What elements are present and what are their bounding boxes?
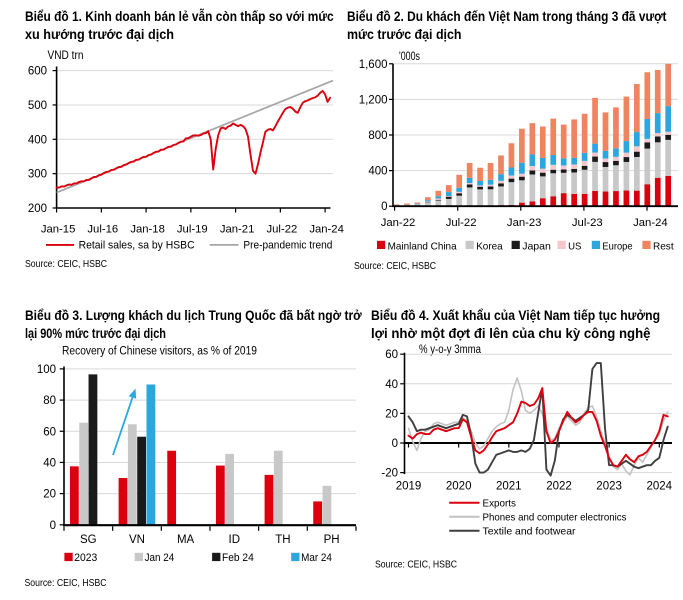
svg-text:-20: -20 [381, 468, 398, 480]
svg-text:% y-o-y 3mma: % y-o-y 3mma [419, 344, 482, 356]
svg-text:SG: SG [80, 534, 97, 546]
svg-text:20: 20 [43, 489, 56, 501]
svg-text:2019: 2019 [396, 481, 422, 493]
svg-text:lại 90% mức trước đại dịch: lại 90% mức trước đại dịch [25, 326, 166, 341]
svg-text:xu hướng trước đại dịch: xu hướng trước đại dịch [25, 27, 174, 42]
svg-text:Korea: Korea [476, 240, 503, 252]
svg-text:2023: 2023 [74, 552, 97, 564]
svg-text:Japan: Japan [522, 240, 551, 252]
svg-text:VND trn: VND trn [48, 50, 84, 62]
svg-text:MA: MA [177, 534, 195, 546]
svg-text:Exports: Exports [483, 497, 516, 509]
svg-text:200: 200 [28, 203, 47, 215]
svg-text:500: 500 [28, 100, 47, 112]
svg-text:lợi nhờ một đợt đi lên của chu: lợi nhờ một đợt đi lên của chu kỳ công n… [371, 326, 651, 341]
svg-text:400: 400 [368, 166, 387, 178]
svg-text:Jan-22: Jan-22 [381, 217, 416, 229]
svg-text:Source: CEIC, HSBC: Source: CEIC, HSBC [25, 258, 107, 270]
svg-text:2022: 2022 [546, 481, 572, 493]
svg-text:2023: 2023 [596, 481, 622, 493]
svg-text:Jan 24: Jan 24 [145, 552, 175, 564]
svg-text:Jan-24: Jan-24 [633, 217, 668, 229]
svg-text:60: 60 [43, 426, 56, 438]
svg-text:Jan-24: Jan-24 [309, 224, 344, 236]
svg-text:0: 0 [50, 520, 56, 532]
svg-text:Europe: Europe [602, 240, 632, 252]
svg-text:Jan-21: Jan-21 [220, 224, 255, 236]
svg-text:2024: 2024 [647, 481, 673, 493]
svg-text:Biểu đồ 4. Xuất khẩu của Việt: Biểu đồ 4. Xuất khẩu của Việt Nam tiếp t… [371, 308, 660, 323]
svg-text:Recovery of Chinese visitors,: Recovery of Chinese visitors, as % of 20… [62, 346, 257, 358]
svg-text:2020: 2020 [446, 481, 472, 493]
svg-text:0: 0 [392, 438, 398, 450]
svg-text:60: 60 [385, 349, 398, 361]
svg-text:VN: VN [129, 534, 145, 546]
svg-text:Jul-19: Jul-19 [177, 224, 208, 236]
svg-text:Retail sales, sa by HSBC: Retail sales, sa by HSBC [79, 240, 195, 252]
svg-text:600: 600 [28, 66, 47, 78]
svg-text:400: 400 [28, 134, 47, 146]
svg-text:Jan-23: Jan-23 [507, 217, 542, 229]
svg-text:Biểu đồ 1. Kinh doanh bán lẻ v: Biểu đồ 1. Kinh doanh bán lẻ vẫn còn thấ… [25, 9, 334, 24]
svg-text:US: US [568, 240, 581, 252]
svg-text:Biểu đồ 3. Lượng khách du lịch: Biểu đồ 3. Lượng khách du lịch Trung Quố… [25, 308, 362, 323]
svg-text:mức trước đại dịch: mức trước đại dịch [347, 27, 462, 42]
svg-text:Jul-22: Jul-22 [446, 217, 477, 229]
svg-text:Jul-22: Jul-22 [267, 224, 298, 236]
svg-text:2021: 2021 [496, 481, 522, 493]
svg-text:Source: CEIC, HSBC: Source: CEIC, HSBC [25, 577, 107, 589]
svg-text:0: 0 [381, 201, 387, 213]
svg-text:1,600: 1,600 [359, 59, 388, 71]
svg-text:Biểu đồ 2. Du khách đến Việt N: Biểu đồ 2. Du khách đến Việt Nam trong t… [347, 9, 667, 24]
svg-text:Source: CEIC, HSBC: Source: CEIC, HSBC [375, 559, 457, 571]
svg-text:Feb 24: Feb 24 [222, 552, 254, 564]
svg-text:Pre-pandemic trend: Pre-pandemic trend [243, 240, 332, 252]
svg-text:Mainland China: Mainland China [388, 240, 457, 252]
svg-text:1,200: 1,200 [359, 94, 388, 106]
svg-text:Jan-15: Jan-15 [41, 224, 76, 236]
svg-text:TH: TH [275, 534, 290, 546]
svg-text:40: 40 [43, 457, 56, 469]
svg-text:100: 100 [37, 364, 56, 376]
svg-text:80: 80 [43, 395, 56, 407]
svg-text:20: 20 [385, 408, 398, 420]
svg-text:ID: ID [229, 534, 241, 546]
svg-text:300: 300 [28, 169, 47, 181]
svg-text:Jul-23: Jul-23 [572, 217, 603, 229]
svg-text:Jan-18: Jan-18 [130, 224, 165, 236]
svg-text:Phones and computer electronic: Phones and computer electronics [483, 511, 627, 523]
svg-text:Source: CEIC, HSBC: Source: CEIC, HSBC [354, 260, 436, 272]
svg-text:Textile and footwear: Textile and footwear [483, 525, 576, 537]
svg-text:Mar 24: Mar 24 [301, 552, 332, 564]
svg-text:PH: PH [324, 534, 340, 546]
svg-text:40: 40 [385, 379, 398, 391]
svg-text:800: 800 [368, 130, 387, 142]
svg-text:Rest: Rest [653, 240, 674, 252]
svg-text:Jul-16: Jul-16 [87, 224, 118, 236]
svg-text:'000s: '000s [399, 51, 420, 63]
